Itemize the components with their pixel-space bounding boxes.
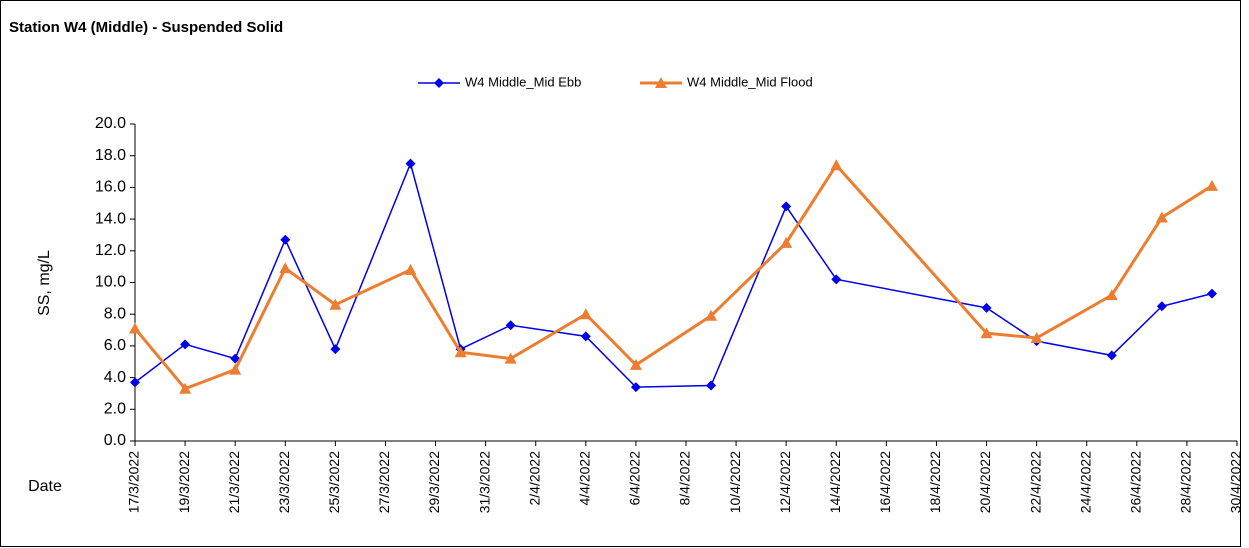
x-tick-label: 29/3/2022 — [426, 451, 442, 513]
x-axis-label: Date — [28, 478, 62, 495]
y-tick-label: 16.0 — [95, 179, 126, 196]
x-tick-label: 28/4/2022 — [1178, 451, 1194, 513]
chart-title: Station W4 (Middle) - Suspended Solid — [9, 19, 283, 36]
x-tick-label: 31/3/2022 — [476, 451, 492, 513]
marker — [404, 263, 417, 275]
x-tick-label: 27/3/2022 — [376, 451, 392, 513]
marker — [129, 322, 141, 334]
marker — [981, 302, 992, 313]
marker — [434, 78, 444, 88]
marker — [1030, 331, 1043, 343]
x-tick-label: 30/4/2022 — [1228, 451, 1244, 513]
y-tick-label: 0.0 — [104, 432, 126, 449]
marker — [580, 331, 591, 342]
x-tick-label: 14/4/2022 — [827, 451, 843, 513]
marker — [706, 380, 717, 391]
marker — [781, 201, 792, 212]
x-tick-label: 24/4/2022 — [1077, 451, 1093, 513]
x-tick-label: 17/3/2022 — [126, 451, 142, 513]
marker — [655, 77, 667, 88]
marker — [705, 309, 718, 321]
series-line — [133, 162, 1213, 391]
y-tick-label: 4.0 — [104, 369, 126, 386]
marker — [280, 234, 291, 245]
marker — [179, 382, 192, 394]
x-tick-label: 18/4/2022 — [927, 451, 943, 513]
y-axis-label: SS, mg/L — [36, 250, 53, 316]
x-tick-label: 26/4/2022 — [1128, 451, 1144, 513]
marker — [1205, 179, 1218, 191]
x-tick-label: 2/4/2022 — [526, 451, 542, 506]
marker — [329, 298, 342, 310]
marker — [1206, 288, 1217, 299]
marker — [1156, 301, 1167, 312]
marker — [279, 262, 292, 274]
series-line — [134, 161, 1213, 388]
legend-label: W4 Middle_Mid Flood — [687, 74, 813, 89]
marker — [629, 358, 642, 370]
y-tick-label: 18.0 — [95, 147, 126, 164]
marker — [229, 363, 242, 375]
x-tick-label: 12/4/2022 — [777, 451, 793, 513]
y-tick-label: 10.0 — [95, 274, 126, 291]
y-tick-label: 8.0 — [104, 305, 126, 322]
legend-label: W4 Middle_Mid Ebb — [465, 74, 581, 89]
x-tick-label: 6/4/2022 — [627, 451, 643, 506]
marker — [1155, 211, 1168, 223]
marker — [780, 236, 793, 248]
marker — [130, 377, 140, 388]
x-tick-label: 21/3/2022 — [226, 451, 242, 513]
x-tick-label: 4/4/2022 — [577, 451, 593, 506]
marker — [230, 353, 241, 364]
y-tick-label: 2.0 — [104, 401, 126, 418]
y-tick-label: 14.0 — [95, 210, 126, 227]
y-tick-label: 6.0 — [104, 337, 126, 354]
y-tick-label: 12.0 — [95, 242, 126, 259]
x-tick-label: 22/4/2022 — [1027, 451, 1043, 513]
x-tick-label: 8/4/2022 — [677, 451, 693, 506]
x-tick-label: 20/4/2022 — [977, 451, 993, 513]
y-tick-label: 20.0 — [95, 115, 126, 132]
marker — [1106, 350, 1117, 361]
marker — [330, 344, 341, 355]
marker — [579, 308, 592, 320]
marker — [830, 159, 843, 171]
x-tick-label: 19/3/2022 — [176, 451, 192, 513]
marker — [405, 158, 416, 169]
marker — [180, 339, 191, 350]
marker — [504, 352, 517, 364]
marker — [831, 274, 842, 285]
marker — [505, 320, 516, 331]
marker — [1105, 289, 1118, 301]
marker — [980, 327, 993, 339]
x-tick-label: 10/4/2022 — [727, 451, 743, 513]
x-tick-label: 25/3/2022 — [326, 451, 342, 513]
marker — [454, 346, 467, 358]
marker — [630, 382, 641, 393]
x-tick-label: 23/3/2022 — [276, 451, 292, 513]
x-tick-label: 16/4/2022 — [877, 451, 893, 513]
